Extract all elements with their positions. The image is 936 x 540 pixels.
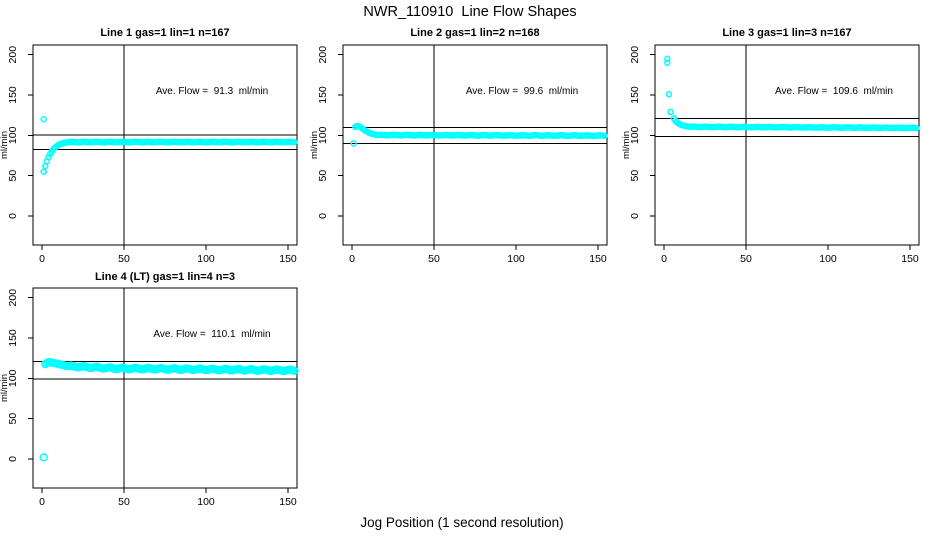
x-tick-label: 0: [661, 253, 667, 265]
flow-point: [45, 153, 52, 161]
data-points: [39, 358, 299, 462]
x-tick-label: 0: [39, 253, 45, 265]
axes-and-reference-lines: 0 50 100 150 0 50 100 150 200 ml/min: [0, 44, 298, 265]
data-points: [664, 55, 920, 132]
flow-point: [664, 55, 671, 62]
axes-and-reference-lines: 0 50 100 150 0 50 100 150 200 ml/min: [622, 44, 920, 265]
x-tick-label: 0: [39, 496, 45, 508]
y-tick-label: 100: [7, 369, 19, 387]
y-tick-label: 200: [7, 289, 19, 307]
y-tick-label: 150: [317, 86, 329, 104]
figure-title: NWR_110910 Line Flow Shapes: [363, 4, 577, 20]
flow-point: [665, 90, 673, 98]
x-tick-label: 100: [197, 253, 215, 265]
x-tick-label: 50: [740, 253, 752, 265]
line-plot-3: 0 50 100 150 0 50 100 150 200 ml/min: [622, 44, 920, 265]
x-tick-label: 150: [279, 253, 297, 265]
panel-1-title: Line 1 gas=1 lin=1 n=167: [100, 27, 230, 39]
y-tick-label: 50: [317, 170, 329, 182]
panel-2-ave-flow-label: Ave. Flow = 99.6 ml/min: [465, 86, 579, 97]
y-tick-label: 0: [629, 213, 641, 219]
flow-point: [664, 59, 671, 66]
flow-point: [913, 124, 920, 132]
line-plot-1: 0 50 100 150 0 50 100 150 200 ml/min: [0, 44, 298, 265]
y-axis-title: ml/min: [310, 131, 320, 159]
plot-box: [32, 287, 298, 489]
y-tick-label: 0: [7, 213, 19, 219]
x-tick-label: 0: [349, 253, 355, 265]
x-tick-label: 50: [118, 496, 130, 508]
y-tick-label: 100: [7, 126, 19, 144]
panel-4-title: Line 4 (LT) gas=1 lin=4 n=3: [94, 271, 236, 283]
panel-3-ave-flow-label: Ave. Flow = 109.6 ml/min: [775, 86, 893, 97]
flow-point: [291, 138, 298, 146]
x-tick-label: 150: [279, 496, 297, 508]
plot-box: [32, 44, 298, 246]
x-tick-label: 150: [901, 253, 919, 265]
data-points: [40, 115, 298, 175]
x-tick-label: 100: [197, 496, 215, 508]
panel-1-ave-flow-label: Ave. Flow = 91.3 ml/min: [155, 86, 269, 97]
x-tick-label: 150: [589, 253, 607, 265]
y-tick-label: 150: [7, 329, 19, 347]
flow-point: [350, 140, 357, 147]
y-tick-label: 150: [629, 86, 641, 104]
y-axis-title: ml/min: [0, 374, 10, 402]
x-axis-label: Jog Position (1 second resolution): [360, 515, 564, 530]
y-axis-title: ml/min: [0, 131, 10, 159]
x-tick-label: 50: [428, 253, 440, 265]
x-tick-label: 100: [507, 253, 525, 265]
flow-point: [39, 453, 48, 462]
y-tick-label: 200: [317, 46, 329, 64]
y-tick-label: 100: [629, 126, 641, 144]
x-tick-label: 50: [118, 253, 130, 265]
axes-and-reference-lines: 0 50 100 150 0 50 100 150 200 ml/min: [0, 287, 298, 508]
flow-point: [601, 132, 608, 140]
y-axis-title: ml/min: [622, 131, 632, 159]
line-plot-2: 0 50 100 150 0 50 100 150 200 ml/min: [310, 44, 608, 265]
y-tick-label: 100: [317, 126, 329, 144]
data-points: [350, 122, 608, 147]
y-tick-label: 0: [317, 213, 329, 219]
y-tick-label: 200: [629, 46, 641, 64]
x-tick-label: 100: [819, 253, 837, 265]
y-tick-label: 50: [7, 170, 19, 182]
flow-point: [667, 108, 674, 116]
plot-box: [342, 44, 608, 246]
y-tick-label: 0: [7, 456, 19, 462]
flow-point: [40, 168, 47, 175]
flow-point: [290, 366, 299, 376]
flow-point: [40, 115, 47, 123]
panel-3-title: Line 3 gas=1 lin=3 n=167: [722, 27, 852, 39]
y-tick-label: 50: [7, 413, 19, 425]
y-tick-label: 150: [7, 86, 19, 104]
panel-2-title: Line 2 gas=1 lin=2 n=168: [410, 27, 540, 39]
line-plot-4: 0 50 100 150 0 50 100 150 200 ml/min: [0, 287, 299, 508]
axes-and-reference-lines: 0 50 100 150 0 50 100 150 200 ml/min: [310, 44, 608, 265]
plot-box: [654, 44, 920, 246]
y-tick-label: 50: [629, 170, 641, 182]
panel-4-ave-flow-label: Ave. Flow = 110.1 ml/min: [153, 329, 271, 340]
y-tick-label: 200: [7, 46, 19, 64]
